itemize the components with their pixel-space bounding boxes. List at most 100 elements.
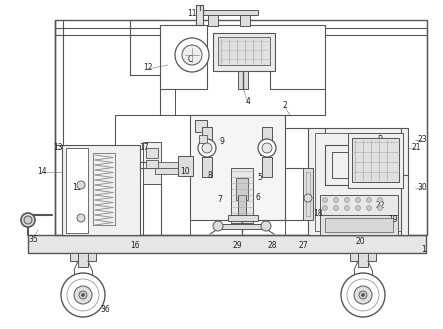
Circle shape xyxy=(213,221,223,231)
Circle shape xyxy=(261,221,271,231)
Bar xyxy=(195,120,207,132)
Circle shape xyxy=(74,286,92,304)
Circle shape xyxy=(61,273,105,317)
Circle shape xyxy=(21,213,35,227)
Bar xyxy=(78,253,88,267)
Bar xyxy=(350,253,376,261)
Bar xyxy=(202,127,212,145)
Text: 28: 28 xyxy=(267,240,277,249)
Bar xyxy=(262,127,272,145)
Bar xyxy=(155,168,190,174)
Circle shape xyxy=(345,197,350,203)
Text: 20: 20 xyxy=(355,238,365,246)
Circle shape xyxy=(334,206,338,211)
Text: 14: 14 xyxy=(37,167,47,176)
Bar xyxy=(66,148,88,233)
Circle shape xyxy=(304,194,312,202)
Text: C: C xyxy=(187,56,193,64)
Text: 11: 11 xyxy=(187,9,197,17)
Bar xyxy=(236,178,248,200)
Bar xyxy=(352,138,399,182)
Bar xyxy=(315,133,401,231)
Circle shape xyxy=(323,197,327,203)
Circle shape xyxy=(366,197,372,203)
Text: 1: 1 xyxy=(422,245,426,255)
Text: 18: 18 xyxy=(313,209,323,217)
Text: 4: 4 xyxy=(245,97,250,107)
Bar xyxy=(320,215,398,235)
Circle shape xyxy=(354,286,372,304)
Text: 5: 5 xyxy=(257,172,262,182)
Bar xyxy=(231,168,253,223)
Circle shape xyxy=(77,214,85,222)
Circle shape xyxy=(198,139,216,157)
Bar xyxy=(240,10,250,26)
Circle shape xyxy=(258,139,276,157)
Bar xyxy=(178,156,193,176)
Bar xyxy=(213,33,275,71)
Bar xyxy=(62,145,140,235)
Text: 22: 22 xyxy=(375,200,385,210)
Circle shape xyxy=(366,206,372,211)
Bar xyxy=(303,168,313,220)
Bar xyxy=(238,71,248,89)
Bar xyxy=(70,253,96,261)
Circle shape xyxy=(82,293,85,296)
Bar xyxy=(348,133,403,188)
Bar xyxy=(308,128,408,235)
Circle shape xyxy=(359,291,367,299)
Circle shape xyxy=(77,181,85,189)
Bar xyxy=(238,195,246,220)
Bar xyxy=(208,10,218,26)
Text: 27: 27 xyxy=(298,240,308,249)
Circle shape xyxy=(334,197,338,203)
Text: 6: 6 xyxy=(256,192,260,201)
Circle shape xyxy=(262,143,272,153)
Bar xyxy=(196,5,203,25)
Bar xyxy=(218,37,270,65)
Bar xyxy=(320,195,398,217)
Bar xyxy=(55,20,427,235)
Text: 7: 7 xyxy=(218,195,222,205)
Circle shape xyxy=(79,291,87,299)
Bar xyxy=(155,162,190,168)
Text: 29: 29 xyxy=(232,240,242,249)
Text: 8: 8 xyxy=(208,170,212,180)
Circle shape xyxy=(323,206,327,211)
Bar xyxy=(228,215,258,221)
Bar xyxy=(325,218,393,232)
Text: B: B xyxy=(377,136,383,144)
Text: 3: 3 xyxy=(208,147,213,157)
Text: 9: 9 xyxy=(220,138,225,146)
Circle shape xyxy=(377,197,382,203)
Circle shape xyxy=(202,143,212,153)
Text: 23: 23 xyxy=(417,136,427,144)
Bar xyxy=(93,153,115,225)
Text: A: A xyxy=(260,148,266,158)
Text: 13: 13 xyxy=(53,142,63,151)
Text: 24: 24 xyxy=(362,223,372,233)
Text: 15: 15 xyxy=(72,183,82,191)
Circle shape xyxy=(361,293,365,296)
Circle shape xyxy=(24,216,32,224)
Bar xyxy=(202,157,212,177)
Bar xyxy=(160,25,325,115)
Text: 2: 2 xyxy=(283,100,288,110)
Bar xyxy=(306,172,310,216)
Bar xyxy=(143,142,161,184)
Circle shape xyxy=(182,45,202,65)
Circle shape xyxy=(377,206,382,211)
Circle shape xyxy=(175,38,209,72)
Text: 19: 19 xyxy=(388,215,398,224)
Bar xyxy=(28,235,426,253)
Text: 36: 36 xyxy=(100,306,110,315)
Text: 17: 17 xyxy=(139,142,149,151)
Text: 30: 30 xyxy=(417,184,427,192)
Text: 12: 12 xyxy=(143,63,153,71)
Circle shape xyxy=(345,206,350,211)
Bar xyxy=(146,160,158,168)
Text: 10: 10 xyxy=(180,167,190,176)
Bar xyxy=(190,115,285,220)
Circle shape xyxy=(355,206,361,211)
Text: 16: 16 xyxy=(130,240,140,249)
